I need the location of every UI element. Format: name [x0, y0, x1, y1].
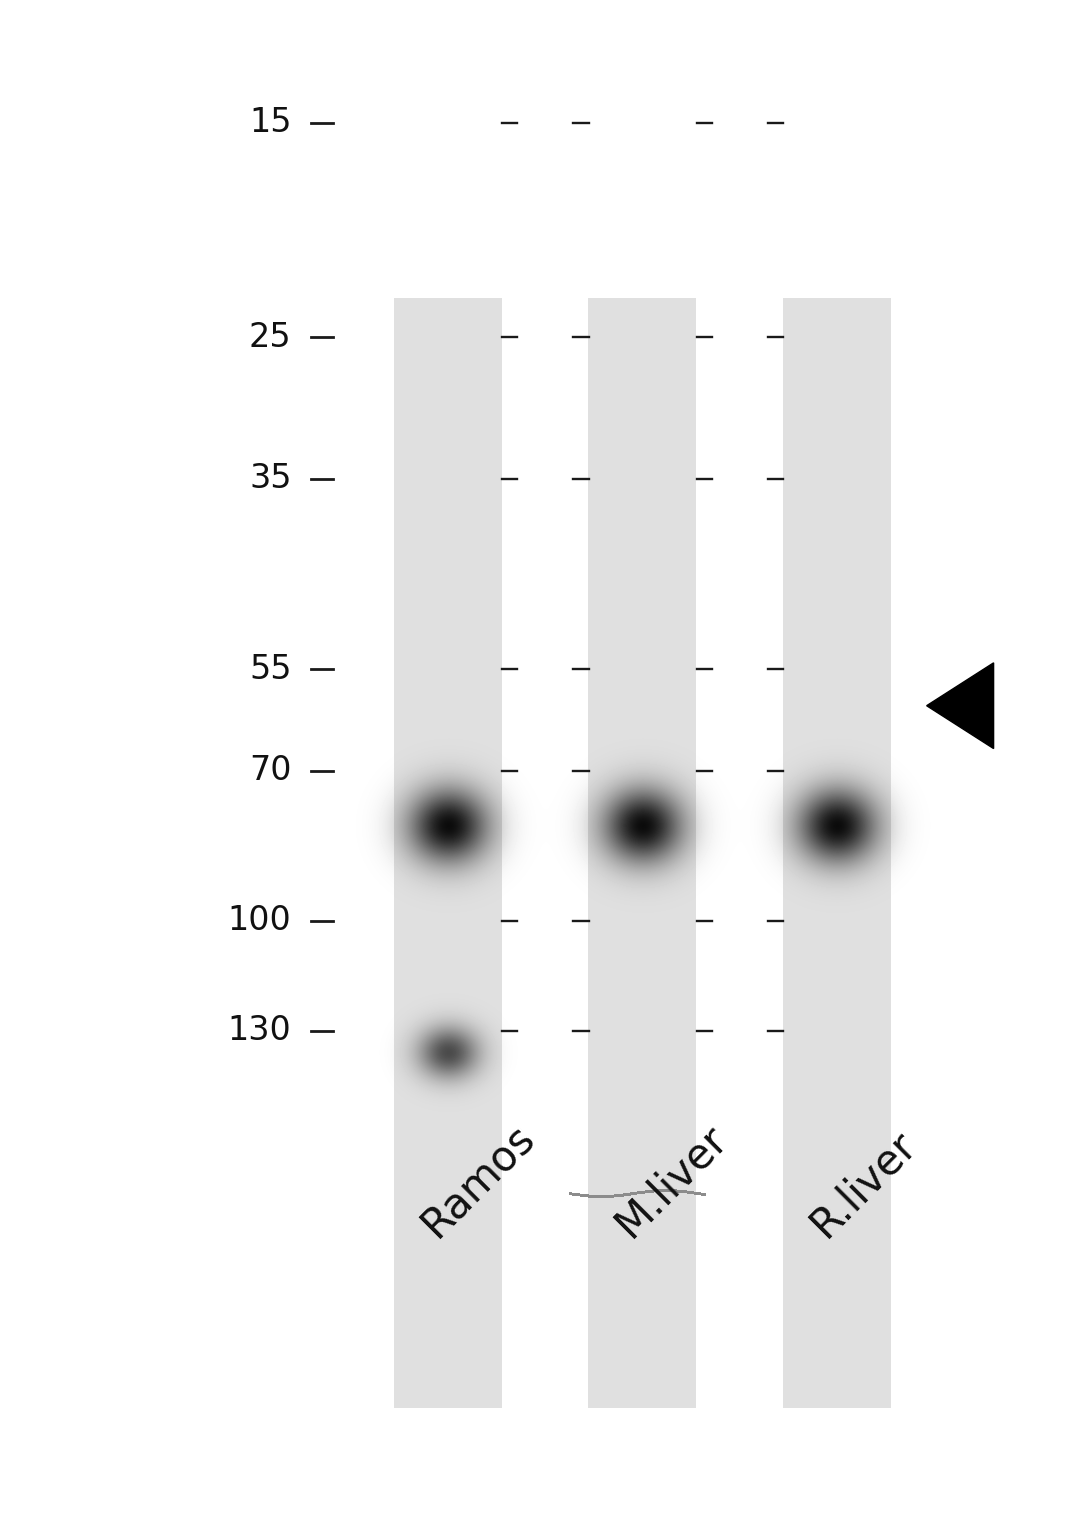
Text: 70: 70 — [249, 755, 292, 787]
Text: M.liver: M.liver — [608, 1116, 735, 1245]
Text: 55: 55 — [249, 652, 292, 686]
Text: 35: 35 — [249, 462, 292, 496]
Text: 15: 15 — [249, 106, 292, 139]
Text: 130: 130 — [228, 1015, 292, 1047]
Text: R.liver: R.liver — [802, 1122, 924, 1245]
Polygon shape — [927, 663, 994, 749]
Text: Ramos: Ramos — [414, 1115, 542, 1245]
Text: 100: 100 — [228, 905, 292, 937]
Text: 25: 25 — [249, 322, 292, 354]
